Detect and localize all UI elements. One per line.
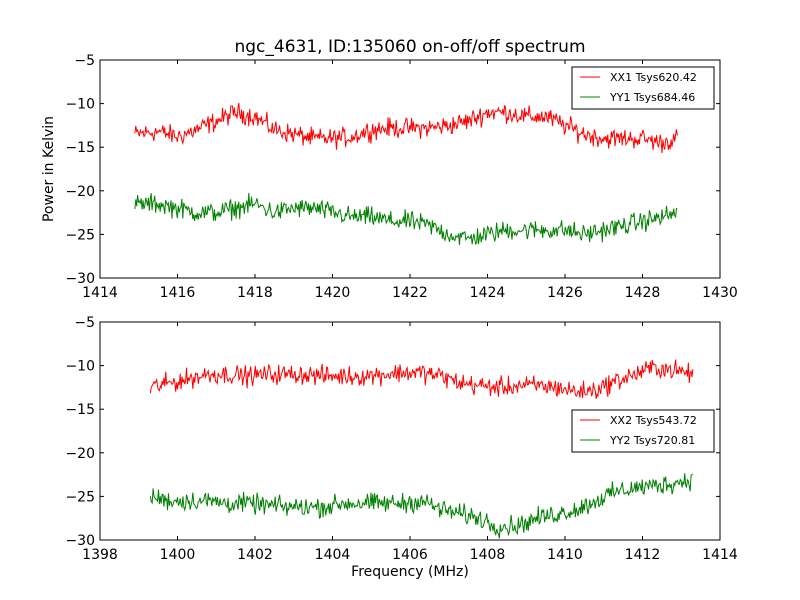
axes-container: 1414 1416 1418 1420 1422 1424 1426 1428 1430 −5 −1… bbox=[65, 53, 737, 563]
x-tick-label: 1416 bbox=[160, 285, 196, 301]
y-tick-label: −25 bbox=[65, 227, 95, 243]
legend-label: XX1 Tsys620.42 bbox=[610, 71, 697, 84]
y-tick-label: −25 bbox=[65, 489, 95, 505]
legend: XX2 Tsys543.72 YY2 Tsys720.81 bbox=[571, 409, 715, 453]
y-tick-label: −10 bbox=[65, 97, 95, 113]
legend-label: XX2 Tsys543.72 bbox=[610, 414, 697, 427]
x-tick-label: 1414 bbox=[702, 547, 738, 563]
legend-box bbox=[571, 66, 715, 110]
y-tick-label: −15 bbox=[65, 140, 95, 156]
figure-title: ngc_4631, ID:135060 on-off/off spectrum bbox=[234, 37, 585, 57]
y-tick-label: −5 bbox=[74, 315, 95, 331]
x-tick-label: 1414 bbox=[82, 285, 118, 301]
series-line-yy2 bbox=[149, 473, 694, 539]
y-tick-label: −30 bbox=[65, 533, 95, 549]
x-tick-label: 1402 bbox=[237, 547, 273, 563]
x-tick-label: 1410 bbox=[547, 547, 583, 563]
x-axis-label: Frequency (MHz) bbox=[351, 564, 469, 580]
x-tick-label: 1406 bbox=[392, 547, 428, 563]
y-tick-label: −10 bbox=[65, 359, 95, 375]
x-tick-label: 1400 bbox=[160, 547, 196, 563]
y-tick-label: −20 bbox=[65, 446, 95, 462]
legend-label: YY1 Tsys684.46 bbox=[609, 91, 695, 104]
x-tick-label: 1420 bbox=[315, 285, 351, 301]
y-tick-label: −20 bbox=[65, 184, 95, 200]
x-tick-label: 1404 bbox=[315, 547, 351, 563]
y-axis-label: Power in Kelvin bbox=[41, 116, 57, 222]
y-tick-label: −15 bbox=[65, 402, 95, 418]
y-tick-label: −5 bbox=[74, 53, 95, 69]
series-line-yy1 bbox=[134, 192, 678, 246]
x-tick-label: 1412 bbox=[625, 547, 661, 563]
x-tick-label: 1428 bbox=[625, 285, 661, 301]
legend-box bbox=[571, 409, 715, 453]
x-tick-label: 1418 bbox=[237, 285, 273, 301]
legend: XX1 Tsys620.42 YY1 Tsys684.46 bbox=[571, 66, 715, 110]
x-tick-label: 1408 bbox=[470, 547, 506, 563]
x-tick-label: 1422 bbox=[392, 285, 428, 301]
x-tick-label: 1430 bbox=[702, 285, 738, 301]
x-tick-label: 1426 bbox=[547, 285, 583, 301]
x-tick-label: 1398 bbox=[82, 547, 118, 563]
legend-label: YY2 Tsys720.81 bbox=[609, 434, 695, 447]
series-line-xx2 bbox=[149, 359, 694, 399]
series-line-xx1 bbox=[134, 102, 678, 154]
subplot-1: 1414 1416 1418 1420 1422 1424 1426 1428 1430 −5 −1… bbox=[65, 53, 737, 301]
y-tick-label: −30 bbox=[65, 271, 95, 287]
x-tick-label: 1424 bbox=[470, 285, 506, 301]
subplot-2: 1398 1400 1402 1404 1406 1408 1410 1412 1414 −5 −1… bbox=[65, 315, 737, 563]
